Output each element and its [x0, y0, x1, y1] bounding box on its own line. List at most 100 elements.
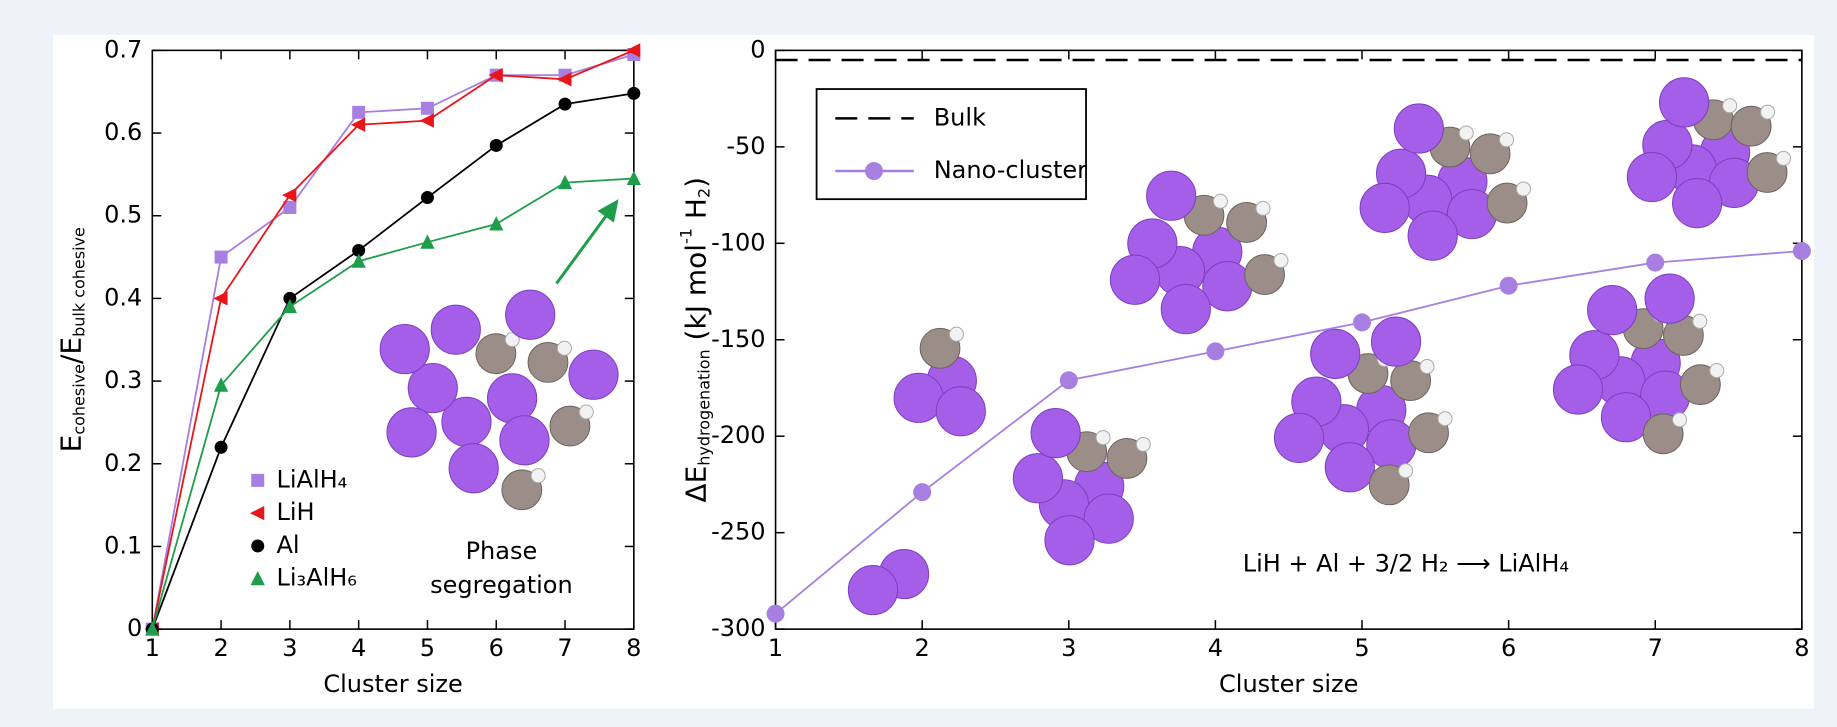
atom	[1274, 254, 1288, 268]
atom	[1420, 360, 1434, 374]
atom	[1147, 171, 1196, 220]
atom	[1274, 413, 1323, 462]
atom	[1096, 431, 1110, 445]
x-tick-label: 3	[1061, 634, 1076, 662]
atom	[1394, 104, 1443, 153]
atom	[569, 350, 618, 399]
atom	[1588, 286, 1637, 335]
atom	[1045, 516, 1094, 565]
x-tick-label: 6	[1501, 634, 1516, 662]
atom	[1325, 443, 1374, 492]
marker	[1793, 242, 1811, 260]
x-tick-label: 1	[768, 634, 783, 662]
atom	[1408, 211, 1457, 260]
marker	[251, 539, 264, 552]
y-label-part: cohesive	[69, 364, 88, 435]
atom	[449, 444, 498, 493]
marker	[559, 98, 572, 111]
annotation: segregation	[430, 571, 573, 599]
atom	[1710, 364, 1724, 378]
marker	[1646, 254, 1664, 272]
x-tick-label: 8	[626, 634, 641, 662]
atom	[1645, 274, 1694, 323]
atom	[1438, 412, 1452, 426]
atom	[1660, 78, 1709, 127]
marker	[627, 87, 640, 100]
atom	[531, 469, 545, 483]
legend-label: Bulk	[934, 103, 986, 131]
atom	[380, 324, 429, 373]
atom	[1031, 409, 1080, 458]
atom	[1693, 314, 1707, 328]
atom	[431, 305, 480, 354]
atom	[1161, 284, 1210, 333]
legend-label: Nano-cluster	[934, 156, 1087, 184]
y-tick-label: 0	[127, 614, 142, 642]
x-tick-label: 7	[1648, 634, 1663, 662]
atom	[1627, 152, 1676, 201]
y-label-part: (kJ mol	[680, 244, 713, 349]
figure: 1234567800.10.20.30.40.50.60.7Cluster si…	[0, 0, 1837, 727]
y-tick-label: 0.2	[104, 449, 142, 477]
atom	[487, 374, 536, 423]
atom	[579, 405, 593, 419]
atom	[1213, 194, 1227, 208]
atom	[1136, 437, 1150, 451]
atom	[1110, 255, 1159, 304]
x-tick-label: 2	[213, 634, 228, 662]
atom	[1723, 99, 1737, 113]
atom	[1311, 329, 1360, 378]
marker	[421, 191, 434, 204]
x-tick-label: 6	[489, 634, 504, 662]
y-label-part: H	[680, 198, 713, 228]
atom	[1761, 105, 1775, 119]
y-tick-label: 0.5	[104, 201, 142, 229]
atom	[387, 408, 436, 457]
atom	[506, 290, 555, 339]
atom	[500, 416, 549, 465]
y-tick-label: -250	[711, 518, 765, 546]
annotation: Phase	[466, 537, 538, 565]
legend-marker	[865, 162, 883, 180]
x-tick-label: 4	[1208, 634, 1223, 662]
y-tick-label: 0.7	[104, 35, 142, 63]
atom	[1673, 413, 1687, 427]
atom	[1256, 201, 1270, 215]
y-label-part: E	[54, 435, 87, 453]
atom	[1516, 182, 1530, 196]
y-tick-label: -150	[711, 325, 765, 353]
marker	[251, 474, 264, 487]
y-tick-label: 0.6	[104, 118, 142, 146]
annotation: LiH + Al + 3/2 H₂ ⟶ LiAlH₄	[1243, 550, 1569, 578]
legend-label: Al	[276, 531, 299, 559]
atom	[557, 341, 571, 355]
y-tick-label: 0	[750, 35, 765, 63]
y-label-part: bulk cohesive	[69, 227, 88, 337]
y-tick-label: -200	[711, 421, 765, 449]
legend-label: LiH	[276, 498, 314, 526]
y-tick-label: -50	[726, 132, 765, 160]
marker	[215, 441, 228, 454]
x-tick-label: 5	[420, 634, 435, 662]
atom	[1776, 151, 1790, 165]
atom	[1013, 454, 1062, 503]
atom	[1499, 133, 1513, 147]
x-tick-label: 1	[145, 634, 160, 662]
y-label-part: /E	[54, 337, 87, 364]
marker	[421, 102, 434, 115]
atom	[1371, 317, 1420, 366]
y-label-part: hydrogenation	[694, 349, 713, 465]
atom	[1553, 365, 1602, 414]
atom	[894, 373, 943, 422]
x-tick-label: 3	[282, 634, 297, 662]
marker	[913, 483, 931, 501]
marker	[1500, 277, 1518, 295]
y-tick-label: 0.3	[104, 366, 142, 394]
x-tick-label: 8	[1794, 634, 1809, 662]
marker	[490, 139, 503, 152]
legend-label: Li₃AlH₆	[276, 564, 356, 592]
marker	[767, 605, 785, 623]
legend-label: LiAlH₄	[276, 465, 347, 493]
y-tick-label: 0.1	[104, 531, 142, 559]
y-tick-label: -300	[711, 614, 765, 642]
